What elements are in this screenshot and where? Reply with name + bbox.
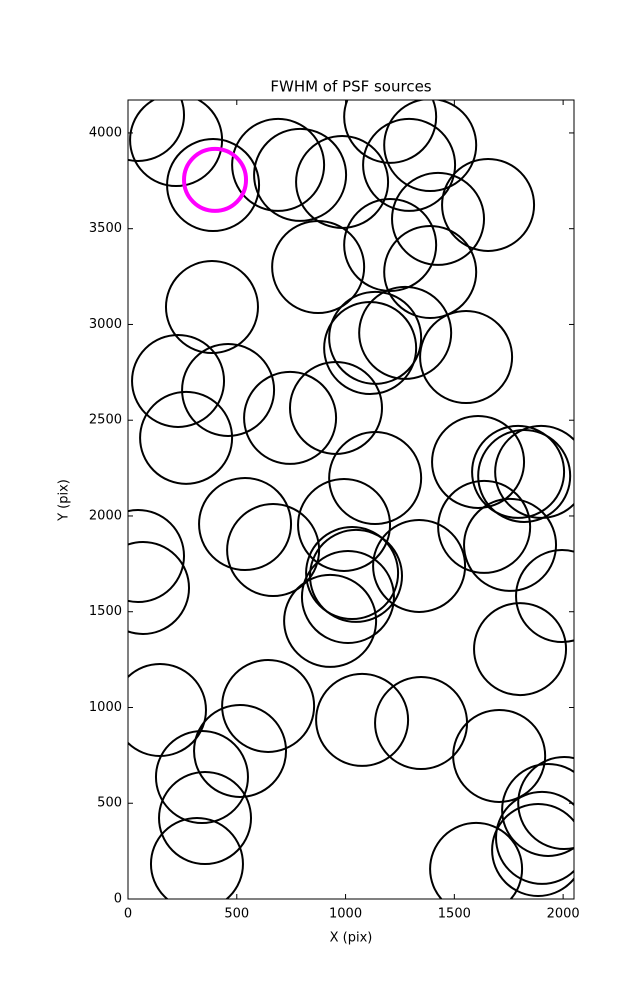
source-circle — [471, 424, 566, 519]
source-circle — [517, 756, 574, 851]
source-circle — [231, 117, 326, 212]
source-circle — [452, 708, 547, 803]
source-circle — [429, 821, 524, 899]
plot-area — [128, 100, 574, 899]
source-circle — [494, 424, 574, 519]
source-circle — [243, 370, 338, 465]
source-circle — [328, 290, 423, 385]
source-circle — [328, 431, 423, 526]
source-circle — [343, 197, 438, 292]
y-tick-label: 1000 — [89, 700, 122, 715]
source-circle — [491, 802, 574, 897]
source-circle — [221, 658, 316, 753]
y-tick-label: 3500 — [89, 221, 122, 236]
source-circle — [495, 790, 574, 885]
source-circle — [154, 730, 249, 825]
source-circle — [149, 816, 244, 899]
source-circle — [501, 762, 574, 857]
source-circle — [128, 100, 185, 162]
source-circle — [305, 526, 400, 621]
source-circle — [158, 770, 253, 865]
x-tick-label: 1500 — [438, 907, 471, 922]
source-circle — [198, 477, 293, 572]
source-circle — [297, 477, 392, 572]
axes-frame — [127, 99, 575, 900]
source-circle — [226, 503, 321, 598]
y-tick-label: 4000 — [89, 125, 122, 140]
source-circle — [437, 479, 532, 574]
chart-title: FWHM of PSF sources — [270, 78, 431, 96]
y-tick-label: 0 — [114, 892, 122, 907]
source-circle — [372, 518, 467, 613]
source-circle — [383, 224, 478, 319]
source-circle — [315, 672, 410, 767]
source-circle — [362, 117, 457, 212]
y-tick-label: 2000 — [89, 508, 122, 523]
x-axis-label: X (pix) — [330, 931, 373, 946]
source-circle — [283, 573, 378, 668]
x-tick-label: 1000 — [329, 907, 362, 922]
source-circle — [253, 127, 348, 222]
source-circle — [166, 138, 261, 233]
source-circle — [441, 157, 536, 252]
y-tick-label: 3000 — [89, 317, 122, 332]
source-circle — [295, 134, 390, 229]
source-circle — [164, 260, 259, 355]
source-circle — [419, 310, 514, 405]
source-circle — [477, 428, 572, 523]
source-circle — [139, 390, 234, 485]
source-circle — [473, 602, 568, 697]
source-circle — [309, 528, 404, 623]
source-circle — [193, 703, 288, 798]
y-tick-label: 1500 — [89, 604, 122, 619]
y-axis-label: Y (pix) — [57, 479, 72, 522]
source-circle — [128, 509, 185, 603]
source-circle — [323, 301, 418, 396]
source-circle — [343, 100, 438, 164]
source-circle — [391, 171, 486, 266]
source-circle — [463, 497, 558, 592]
source-circle — [182, 146, 249, 213]
y-tick-label: 500 — [97, 796, 122, 811]
source-circle — [271, 220, 366, 315]
source-circle — [181, 342, 276, 437]
x-tick-label: 2000 — [547, 907, 580, 922]
x-tick-label: 0 — [124, 907, 132, 922]
source-circle — [128, 540, 190, 635]
source-circle — [431, 414, 526, 509]
x-tick-label: 500 — [224, 907, 249, 922]
source-circle — [515, 549, 574, 644]
source-circle — [358, 285, 453, 380]
source-circle — [383, 100, 478, 192]
y-tick-label: 2500 — [89, 413, 122, 428]
source-circle — [131, 333, 226, 428]
source-circle — [300, 549, 395, 644]
